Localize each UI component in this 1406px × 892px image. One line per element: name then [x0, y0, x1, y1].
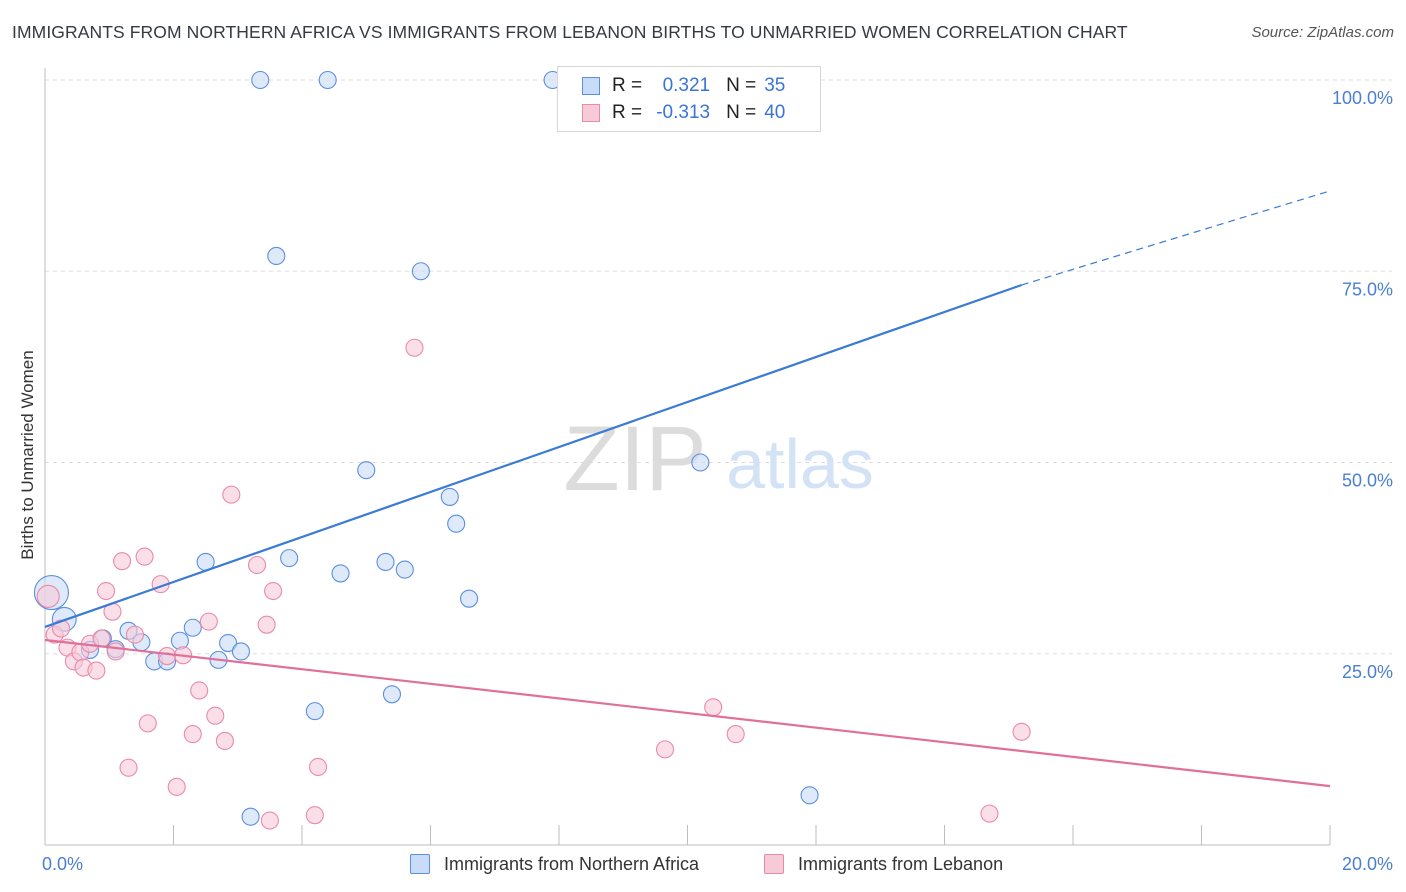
- point-series0-22: [357, 461, 376, 480]
- point-series0-23: [376, 552, 395, 572]
- legend-n-label: N =: [726, 75, 757, 96]
- watermark-zip: ZIP: [563, 408, 706, 510]
- y-tick-label-1: 50.0%: [1342, 471, 1393, 491]
- watermark: ZIP atlas: [563, 408, 874, 510]
- point-series0-32: [691, 453, 710, 472]
- legend-n-value: 40: [764, 102, 786, 123]
- point-series1-29: [257, 615, 276, 634]
- point-series1-30: [260, 811, 279, 830]
- point-series1-34: [405, 338, 424, 357]
- point-series1-27: [222, 485, 241, 504]
- stats-legend: R = 0.321 N = 35 R = -0.313 N = 40: [557, 66, 821, 132]
- point-series0-18: [280, 549, 299, 568]
- point-series0-26: [411, 262, 430, 281]
- point-series1-14: [119, 758, 138, 777]
- point-series1-16: [135, 547, 154, 566]
- point-series1-31: [264, 581, 283, 601]
- point-series1-25: [206, 706, 225, 725]
- legend-n-label: N =: [726, 102, 757, 123]
- point-series0-10: [183, 618, 202, 637]
- point-series1-15: [125, 625, 144, 644]
- data-points: [33, 70, 1031, 830]
- legend-r-value: 0.321: [662, 75, 711, 96]
- point-series1-32: [305, 806, 324, 825]
- point-series0-13: [219, 633, 238, 653]
- point-series1-28: [247, 555, 267, 575]
- y-tick-label-3: 100.0%: [1332, 88, 1393, 108]
- trend-lines: [44, 190, 1331, 788]
- legend-label-lebanon: Immigrants from Lebanon: [798, 853, 1004, 874]
- y-tick-label-2: 75.0%: [1342, 279, 1393, 299]
- legend-swatch-lebanon: [582, 104, 600, 122]
- point-series0-16: [251, 70, 270, 90]
- trend-extension-series0: [1021, 190, 1331, 286]
- legend-row-northern-africa: R = 0.321 N = 35: [582, 73, 785, 99]
- legend-n-value: 35: [764, 75, 786, 96]
- point-series0-21: [331, 564, 350, 583]
- point-series0-29: [459, 589, 479, 608]
- point-series0-20: [318, 70, 337, 90]
- point-series1-20: [167, 777, 186, 796]
- point-series0-15: [241, 807, 260, 826]
- legend-row-lebanon: R = -0.313 N = 40: [582, 100, 785, 126]
- point-series1-10: [96, 581, 116, 601]
- legend-swatch-northern-africa: [582, 77, 600, 95]
- trend-line-series1: [44, 638, 1331, 788]
- x-tick-label-0: 0.0%: [42, 854, 83, 874]
- legend-item-lebanon: Immigrants from Lebanon: [764, 851, 1003, 877]
- point-series1-19: [158, 646, 177, 666]
- gridlines: [45, 79, 1392, 655]
- legend-item-northern-africa: Immigrants from Northern Africa: [410, 851, 699, 877]
- point-series0-14: [231, 642, 251, 661]
- point-series1-8: [87, 661, 106, 680]
- point-series0-33: [800, 786, 819, 805]
- x-tick-label-1: 20.0%: [1342, 854, 1393, 874]
- point-series0-24: [382, 685, 402, 704]
- watermark-atlas: atlas: [726, 425, 874, 503]
- point-series0-27: [440, 487, 459, 506]
- y-tick-label-0: 25.0%: [1342, 662, 1393, 682]
- point-series1-39: [980, 804, 999, 823]
- point-series1-33: [309, 757, 328, 777]
- point-series1-9: [92, 629, 111, 648]
- point-series1-36: [704, 698, 723, 717]
- y-tick-labels: 25.0% 50.0% 75.0% 100.0%: [1332, 88, 1393, 682]
- point-series1-37: [726, 725, 745, 744]
- legend-swatch-lebanon: [764, 854, 784, 874]
- axes: [44, 68, 1331, 846]
- chart-title: IMMIGRANTS FROM NORTHERN AFRICA VS IMMIG…: [12, 22, 1128, 42]
- legend-r-label: R =: [612, 75, 643, 96]
- point-series1-0: [36, 584, 60, 608]
- point-series1-26: [215, 731, 234, 751]
- point-series1-13: [113, 552, 132, 571]
- legend-label-northern-africa: Immigrants from Northern Africa: [444, 853, 700, 874]
- point-series1-17: [138, 714, 157, 733]
- legend-r-label: R =: [612, 102, 643, 123]
- legend-swatch-northern-africa: [410, 854, 430, 874]
- trend-line-series0: [44, 283, 1022, 629]
- point-series1-12: [106, 642, 125, 661]
- point-series1-38: [1012, 722, 1031, 741]
- point-series1-35: [655, 740, 675, 759]
- x-tick-labels: 0.0% 20.0%: [42, 854, 1393, 874]
- point-series1-22: [183, 725, 202, 744]
- point-series0-17: [267, 246, 286, 265]
- point-series0-28: [447, 514, 466, 533]
- legend-r-value: -0.313: [656, 102, 711, 123]
- point-series0-25: [395, 560, 414, 579]
- point-series1-24: [199, 612, 218, 631]
- source-label: Source: ZipAtlas.com: [1251, 24, 1394, 41]
- point-series1-23: [190, 681, 209, 700]
- point-series1-2: [52, 619, 71, 638]
- point-series0-19: [305, 702, 324, 721]
